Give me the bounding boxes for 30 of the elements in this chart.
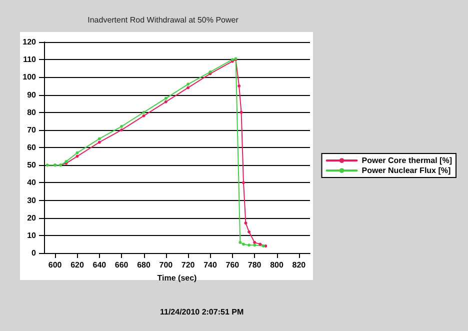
y-tick-label: 70 bbox=[27, 125, 37, 134]
x-tick-label: 660 bbox=[114, 260, 129, 270]
y-tick-label: 0 bbox=[32, 248, 37, 258]
y-tick-label: 90 bbox=[27, 90, 37, 100]
x-axis-title: Time (sec) bbox=[157, 273, 198, 282]
y-tick-label: 30 bbox=[27, 196, 37, 205]
y-tick-label: 100 bbox=[22, 72, 37, 82]
chart-title: Inadvertent Rod Withdrawal at 50% Power bbox=[88, 16, 239, 24]
y-tick-label: 20 bbox=[27, 213, 37, 222]
y-tick-label: 120 bbox=[22, 38, 37, 46]
y-tick-label: 60 bbox=[27, 143, 37, 152]
x-tick-label: 820 bbox=[292, 260, 306, 270]
y-tick-label: 10 bbox=[27, 230, 37, 240]
x-tick-label: 760 bbox=[226, 260, 240, 270]
x-tick-label: 740 bbox=[204, 260, 218, 270]
x-tick-label: 720 bbox=[181, 260, 196, 270]
y-tick-label: 40 bbox=[27, 178, 37, 188]
x-tick-label: 600 bbox=[48, 260, 62, 270]
y-tick-label: 80 bbox=[27, 108, 37, 117]
x-tick-label: 680 bbox=[137, 260, 151, 270]
x-tick-label: 780 bbox=[248, 260, 262, 270]
x-tick-label: 640 bbox=[92, 260, 107, 270]
y-tick-label: 110 bbox=[23, 55, 37, 64]
text: 11/24/2010 2:07:51 PM bbox=[160, 308, 244, 316]
legend-label: Power Core thermal [%] bbox=[362, 156, 452, 165]
y-tick-label: 50 bbox=[27, 160, 37, 170]
x-tick-label: 620 bbox=[70, 260, 84, 270]
x-tick-label: 700 bbox=[159, 260, 174, 270]
legend-label: Power Nuclear Flux [%] bbox=[362, 166, 452, 175]
x-tick-label: 800 bbox=[270, 260, 284, 270]
